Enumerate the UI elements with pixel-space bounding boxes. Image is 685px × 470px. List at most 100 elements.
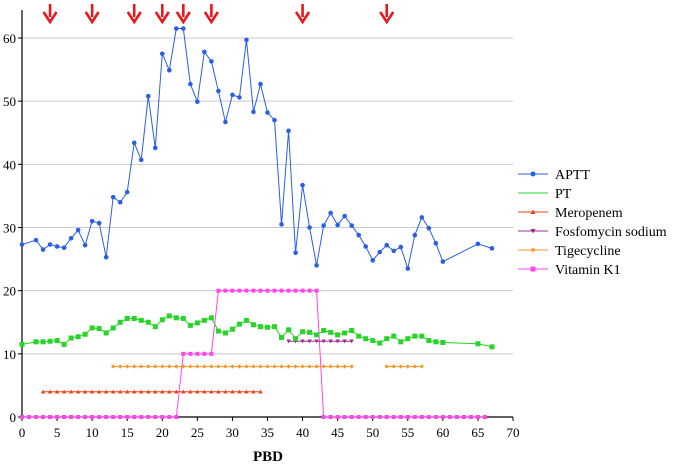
data-point bbox=[174, 26, 179, 31]
arrow-head bbox=[379, 11, 395, 25]
data-point bbox=[145, 93, 151, 99]
data-point bbox=[27, 415, 32, 419]
data-point bbox=[152, 145, 158, 151]
data-point bbox=[398, 364, 403, 369]
data-point bbox=[96, 389, 102, 394]
axes: 0 10 20 30 40 50 60 0 5 10 15 20 25 30 35 40 45 50 55 60 65 7… bbox=[3, 10, 520, 440]
data-point bbox=[54, 389, 60, 394]
data-point bbox=[131, 315, 137, 321]
data-point bbox=[167, 364, 172, 369]
x-tick-label: 10 bbox=[86, 425, 99, 440]
data-point bbox=[75, 227, 81, 233]
data-point bbox=[167, 67, 172, 73]
data-point bbox=[314, 364, 319, 369]
data-point bbox=[104, 415, 109, 419]
series-meropenem bbox=[40, 389, 263, 394]
data-point bbox=[181, 26, 186, 31]
data-point bbox=[124, 315, 130, 321]
data-point bbox=[237, 364, 242, 369]
data-point bbox=[300, 339, 305, 344]
data-point bbox=[530, 247, 536, 253]
data-point bbox=[117, 199, 123, 205]
data-point bbox=[279, 288, 284, 293]
data-point bbox=[145, 319, 151, 325]
data-point bbox=[230, 92, 235, 98]
data-point bbox=[55, 415, 60, 419]
arrow-head bbox=[42, 11, 58, 25]
data-point bbox=[258, 364, 263, 369]
data-point bbox=[251, 364, 256, 369]
data-point bbox=[342, 415, 347, 419]
data-point bbox=[426, 415, 431, 419]
data-point bbox=[75, 334, 81, 340]
data-point bbox=[201, 317, 207, 323]
data-point bbox=[97, 415, 102, 419]
x-tick-label: 15 bbox=[121, 425, 134, 440]
data-point bbox=[20, 415, 24, 419]
data-point bbox=[335, 222, 340, 228]
arrow-marker bbox=[379, 4, 395, 25]
data-point bbox=[209, 351, 214, 356]
data-point bbox=[125, 389, 130, 394]
data-point bbox=[342, 364, 347, 369]
legend-label: Fosfomycin sodium bbox=[555, 225, 667, 240]
series-aptt bbox=[19, 26, 495, 271]
data-point bbox=[489, 344, 495, 350]
data-point bbox=[335, 332, 341, 338]
data-point bbox=[194, 320, 200, 326]
data-point bbox=[391, 333, 397, 339]
data-point bbox=[160, 389, 165, 394]
data-point bbox=[110, 325, 116, 331]
data-point bbox=[195, 351, 200, 356]
data-point bbox=[110, 364, 116, 369]
data-point bbox=[391, 248, 397, 254]
data-point bbox=[286, 339, 291, 344]
data-point bbox=[257, 324, 263, 330]
data-point bbox=[202, 49, 207, 55]
arrow-head bbox=[294, 11, 311, 25]
data-point bbox=[307, 329, 313, 335]
data-point bbox=[202, 364, 207, 369]
legend-label: APTT bbox=[555, 168, 590, 183]
data-point bbox=[335, 415, 340, 419]
data-point bbox=[69, 415, 74, 419]
data-point bbox=[412, 232, 418, 238]
data-point bbox=[342, 339, 347, 344]
data-point bbox=[188, 389, 193, 394]
data-point bbox=[482, 415, 487, 419]
data-point bbox=[62, 415, 67, 419]
data-point bbox=[75, 389, 81, 394]
series-line bbox=[21, 28, 493, 271]
data-point bbox=[160, 364, 165, 369]
data-point bbox=[412, 364, 417, 369]
data-point bbox=[159, 51, 165, 57]
data-point bbox=[83, 415, 88, 419]
legend-label: Vitamin K1 bbox=[555, 263, 621, 278]
data-point bbox=[236, 321, 242, 327]
arrow-marker bbox=[126, 4, 142, 25]
data-point bbox=[363, 415, 368, 419]
data-point bbox=[286, 128, 291, 134]
arrow-markers bbox=[42, 4, 395, 25]
data-point bbox=[103, 389, 109, 394]
data-point bbox=[398, 244, 404, 250]
data-point bbox=[314, 263, 319, 268]
data-point bbox=[412, 333, 418, 339]
data-point bbox=[363, 244, 369, 249]
x-tick-label: 55 bbox=[401, 425, 414, 440]
data-point bbox=[174, 415, 179, 419]
data-point bbox=[475, 415, 480, 419]
data-point bbox=[272, 364, 277, 369]
data-point bbox=[40, 339, 46, 345]
data-point bbox=[131, 140, 137, 146]
data-point bbox=[124, 189, 130, 195]
x-tick-label: 70 bbox=[507, 425, 520, 440]
data-point bbox=[216, 288, 221, 293]
legend-item: Meropenem bbox=[518, 206, 623, 221]
data-point bbox=[138, 317, 144, 323]
data-point bbox=[293, 364, 298, 369]
data-point bbox=[68, 389, 74, 394]
data-point bbox=[223, 288, 228, 293]
data-point bbox=[146, 364, 151, 369]
data-point bbox=[153, 364, 158, 369]
